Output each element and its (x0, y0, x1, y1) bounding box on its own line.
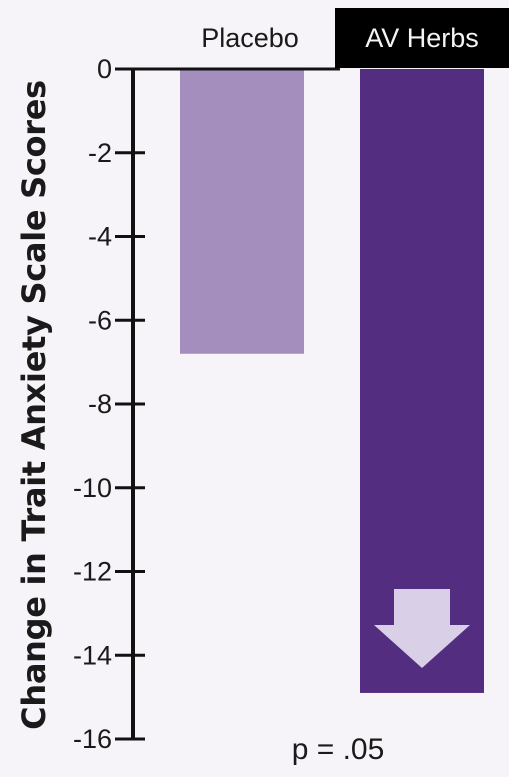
y-tick-label: -6 (88, 305, 112, 335)
category-label-text: AV Herbs (365, 22, 479, 53)
y-tick-label: -2 (88, 138, 112, 168)
bar-placebo (180, 69, 304, 354)
y-tick-label: -8 (88, 389, 112, 419)
down-arrow-icon (374, 589, 470, 668)
y-axis-label: Change in Trait Anxiety Scale Scores (15, 80, 53, 730)
y-tick-label: 0 (97, 54, 112, 84)
p-value-annotation: p = .05 (291, 733, 385, 766)
category-label-text: Placebo (201, 22, 299, 53)
y-axis-label-wrapper: Change in Trait Anxiety Scale Scores (5, 60, 63, 750)
category-label-placebo: Placebo (165, 8, 335, 68)
y-tick-label: -10 (73, 473, 112, 503)
bar-av-herbs (360, 69, 484, 693)
category-label-av-herbs: AV Herbs (335, 8, 509, 68)
y-tick-label: -16 (73, 724, 112, 754)
y-tick-label: -12 (73, 557, 112, 587)
y-tick-label: -4 (88, 222, 112, 252)
y-tick-label: -14 (73, 640, 112, 670)
